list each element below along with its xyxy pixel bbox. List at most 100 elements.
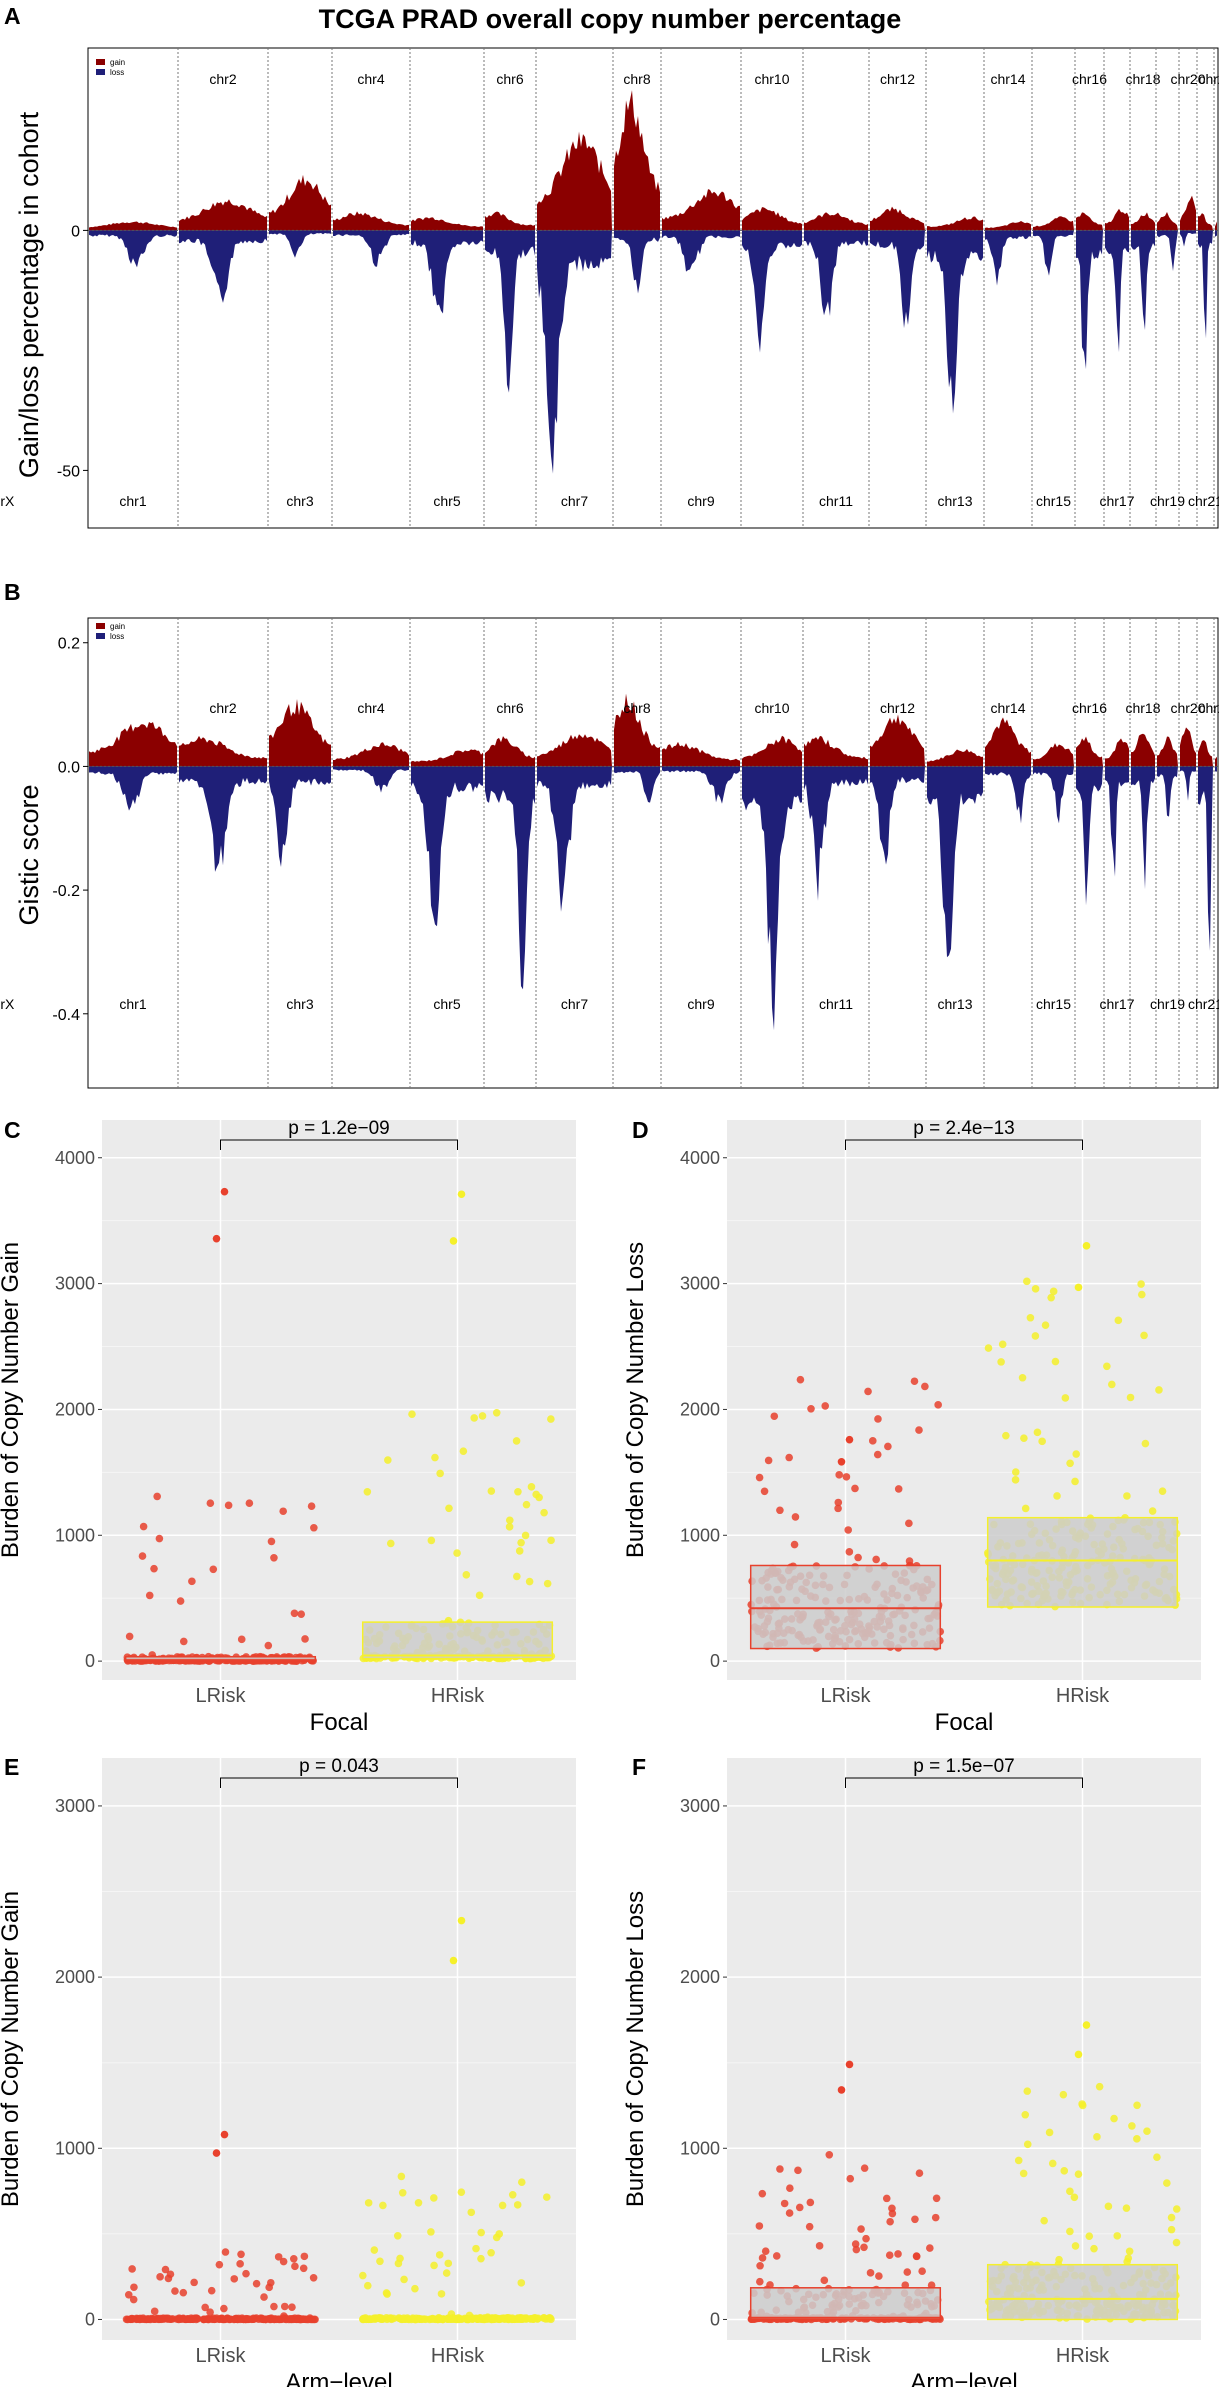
data-point — [517, 1538, 525, 1547]
data-point — [1070, 2193, 1079, 2202]
data-point — [894, 1485, 903, 1493]
data-point — [888, 2209, 897, 2218]
chromosome-label: chr19 — [1150, 493, 1185, 509]
data-point — [236, 2260, 244, 2268]
chromosome-label: chr22 — [1198, 700, 1219, 716]
data-point — [820, 2276, 829, 2285]
data-point — [124, 2290, 133, 2299]
data-point — [851, 2240, 860, 2248]
chromosome-label: chr21 — [1188, 996, 1219, 1012]
data-point — [905, 1519, 913, 1528]
data-point — [394, 2259, 403, 2268]
loss-area-chr18 — [1131, 230, 1155, 331]
data-point — [512, 1437, 521, 1445]
data-point — [297, 1610, 306, 1618]
data-point — [1093, 2133, 1101, 2141]
data-point — [386, 1539, 395, 1548]
data-point — [260, 2293, 268, 2301]
data-point — [543, 1579, 552, 1588]
data-point — [542, 2193, 551, 2201]
data-point — [931, 2213, 940, 2222]
data-point — [300, 2252, 309, 2261]
y-tick-label: 0 — [71, 223, 80, 240]
box-LRisk — [749, 1564, 942, 1650]
data-point — [1048, 2159, 1057, 2168]
data-point — [1020, 1434, 1028, 1442]
gain-area-chr1 — [89, 721, 177, 767]
data-point — [290, 1609, 299, 1618]
data-point — [755, 1473, 764, 1482]
data-point — [310, 1523, 318, 1532]
data-point — [150, 2307, 159, 2316]
data-point — [1104, 2202, 1113, 2211]
data-point — [515, 1547, 524, 1555]
data-point — [934, 1401, 942, 1409]
data-point — [862, 2234, 870, 2243]
data-point — [215, 2260, 224, 2269]
data-point — [436, 1469, 444, 1478]
data-point — [444, 2259, 453, 2268]
data-point — [791, 1513, 800, 1521]
data-point — [301, 1635, 309, 1643]
data-point — [825, 2150, 834, 2159]
data-point — [237, 1635, 246, 1644]
loss-area-chr3 — [269, 230, 331, 258]
data-point — [1123, 2258, 1131, 2266]
y-tick-label: 2000 — [55, 1967, 95, 1987]
data-point — [1049, 1287, 1058, 1296]
data-point — [1137, 1290, 1146, 1299]
data-point — [245, 1499, 254, 1508]
legend-loss-label: loss — [110, 68, 124, 77]
panel-b-frame — [87, 617, 1219, 1089]
data-point — [487, 1487, 496, 1495]
gain-area-chr4 — [333, 742, 409, 767]
y-tick-label: 3000 — [680, 1274, 720, 1294]
data-point — [514, 1487, 522, 1496]
data-point — [915, 1426, 923, 1434]
data-point — [279, 2257, 288, 2266]
data-point — [299, 2264, 308, 2273]
gain-area-chr16 — [1076, 736, 1103, 767]
y-tick-label: 0 — [710, 2309, 720, 2329]
data-point — [291, 2262, 299, 2271]
data-point — [854, 1553, 862, 1562]
gain-area-chr8 — [614, 693, 660, 767]
loss-area-chr8 — [614, 230, 660, 294]
y-tick-label: 3000 — [55, 1796, 95, 1816]
data-point — [1095, 2082, 1104, 2091]
y-axis-title: Burden of Copy Number Loss — [622, 1891, 649, 2207]
loss-area-chr12 — [870, 766, 925, 865]
data-point — [547, 1536, 555, 1545]
data-point — [1038, 1437, 1046, 1446]
data-point — [307, 1502, 316, 1511]
significance-bracket — [220, 1139, 458, 1150]
legend-loss-swatch — [96, 633, 105, 639]
data-point — [997, 1358, 1005, 1366]
loss-area-chr16 — [1076, 230, 1103, 370]
gain-area-chr21 — [1198, 740, 1213, 767]
chromosome-label: chr2 — [209, 71, 236, 87]
data-point — [155, 1534, 164, 1543]
data-point — [445, 1504, 453, 1513]
y-tick-label: -0.2 — [52, 883, 80, 900]
data-point — [1055, 2255, 1063, 2264]
data-point — [912, 2252, 921, 2261]
loss-area-chr9 — [662, 230, 740, 272]
data-point — [280, 2302, 289, 2311]
panel-a-legend: gain loss — [96, 58, 125, 77]
y-tick-label: 1000 — [680, 1525, 720, 1545]
data-point — [790, 1540, 799, 1549]
data-point — [844, 1526, 853, 1534]
data-point — [1078, 2101, 1087, 2110]
data-point — [1060, 2167, 1069, 2175]
data-point — [309, 2273, 318, 2282]
gain-area-chr22 — [1215, 756, 1217, 767]
data-point — [540, 1508, 548, 1517]
data-point — [400, 2275, 408, 2284]
data-point — [915, 2169, 924, 2177]
data-point — [270, 2302, 278, 2311]
chromosome-label: chrX — [0, 493, 15, 509]
data-point — [279, 1507, 287, 1516]
gain-area-chr5 — [411, 749, 483, 767]
data-point — [1140, 1331, 1148, 1340]
